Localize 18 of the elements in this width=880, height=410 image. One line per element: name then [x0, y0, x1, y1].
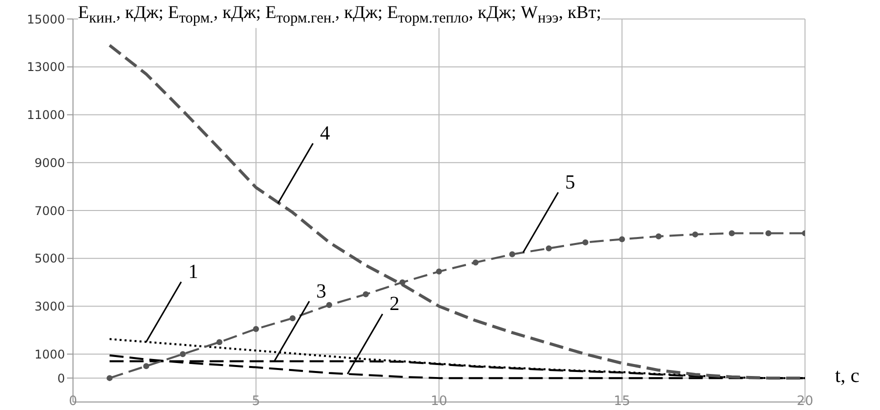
y-tick-label: 15000: [26, 12, 65, 26]
annotation: 3: [316, 280, 326, 302]
y-tick-label: 3000: [34, 300, 65, 314]
text: E$_{кин.}$, кДж; E$_{торм.}$, кДж; E$_{торм.ген.}$, кДж; E$_{торм.тепло}$, кДж; W$_{нээ}$, кВт;: [78, 2, 602, 27]
x-tick-label: 20: [796, 394, 814, 410]
x-axis-title: t, c: [835, 365, 860, 388]
y-tick-label: 9000: [34, 156, 65, 170]
annotation: 2: [390, 292, 400, 315]
y-tick-label: 1000: [34, 347, 65, 362]
y-tick-label: 0: [57, 371, 65, 386]
x-tick-label: 0: [68, 394, 78, 410]
annotation: 1: [188, 260, 198, 283]
annotation: 5: [565, 171, 576, 194]
y-tick-label: 5000: [34, 252, 65, 266]
y-tick-label: 13000: [26, 60, 65, 74]
y-tick-label: 11000: [26, 108, 65, 122]
y-tick-label: 7000: [34, 204, 65, 218]
annotation: 4: [320, 122, 330, 144]
